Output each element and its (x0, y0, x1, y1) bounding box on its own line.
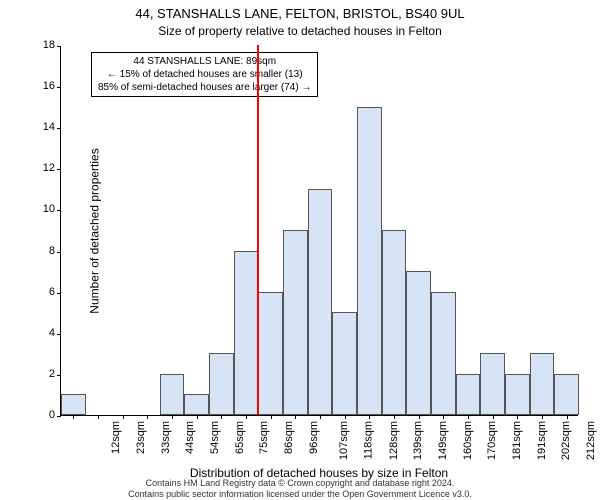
histogram-bar (160, 374, 185, 415)
xtick-mark (98, 415, 99, 419)
xtick-mark (320, 415, 321, 419)
ytick-label: 0 (49, 409, 55, 421)
xtick-label: 12sqm (110, 421, 122, 454)
xtick-mark (147, 415, 148, 419)
xtick-label: 96sqm (308, 421, 320, 454)
xtick-mark (493, 415, 494, 419)
xtick-mark (123, 415, 124, 419)
ytick-mark (57, 128, 61, 129)
xtick-mark (468, 415, 469, 419)
ytick-label: 14 (43, 121, 55, 133)
histogram-bar (505, 374, 530, 415)
xtick-label: 170sqm (486, 421, 498, 460)
xtick-label: 191sqm (536, 421, 548, 460)
histogram-bar (357, 107, 382, 415)
histogram-bar (308, 189, 333, 415)
xtick-label: 212sqm (585, 421, 597, 460)
xtick-mark (73, 415, 74, 419)
xtick-label: 44sqm (184, 421, 196, 454)
xtick-label: 181sqm (511, 421, 523, 460)
histogram-bar (209, 353, 234, 415)
xtick-mark (295, 415, 296, 419)
chart-title-main: 44, STANSHALLS LANE, FELTON, BRISTOL, BS… (0, 6, 600, 21)
xtick-label: 33sqm (160, 421, 172, 454)
chart-title-sub: Size of property relative to detached ho… (0, 24, 600, 38)
histogram-bar (431, 292, 456, 415)
histogram-bar (480, 353, 505, 415)
histogram-bar (61, 394, 86, 415)
xtick-mark (246, 415, 247, 419)
ytick-mark (57, 375, 61, 376)
bars-layer (61, 46, 578, 415)
xtick-mark (271, 415, 272, 419)
ytick-mark (57, 334, 61, 335)
histogram-bar (258, 292, 283, 415)
xtick-mark (542, 415, 543, 419)
ytick-label: 10 (43, 203, 55, 215)
histogram-bar (382, 230, 407, 415)
ytick-mark (57, 169, 61, 170)
xtick-label: 118sqm (362, 421, 374, 459)
histogram-bar (406, 271, 431, 415)
xtick-mark (345, 415, 346, 419)
xtick-mark (567, 415, 568, 419)
histogram-bar (283, 230, 308, 415)
plot-area: 44 STANSHALLS LANE: 89sqm← 15% of detach… (60, 46, 578, 416)
property-marker-line (257, 45, 259, 415)
xtick-mark (172, 415, 173, 419)
ytick-label: 12 (43, 162, 55, 174)
ytick-mark (57, 252, 61, 253)
xtick-mark (394, 415, 395, 419)
xtick-label: 202sqm (560, 421, 572, 460)
ytick-mark (57, 87, 61, 88)
annotation-line: 44 STANSHALLS LANE: 89sqm (98, 55, 311, 68)
histogram-bar (234, 251, 259, 415)
ytick-mark (57, 210, 61, 211)
ytick-label: 6 (49, 286, 55, 298)
histogram-bar (456, 374, 481, 415)
xtick-mark (221, 415, 222, 419)
annotation-line: ← 15% of detached houses are smaller (13… (98, 68, 311, 81)
xtick-label: 107sqm (338, 421, 350, 460)
ytick-label: 16 (43, 80, 55, 92)
annotation-box: 44 STANSHALLS LANE: 89sqm← 15% of detach… (91, 52, 318, 97)
xtick-mark (419, 415, 420, 419)
annotation-line: 85% of semi-detached houses are larger (… (98, 81, 311, 94)
xtick-label: 65sqm (234, 421, 246, 454)
xtick-mark (369, 415, 370, 419)
xtick-label: 149sqm (437, 421, 449, 460)
xtick-mark (197, 415, 198, 419)
xtick-label: 160sqm (462, 421, 474, 460)
histogram-bar (554, 374, 579, 415)
histogram-bar (332, 312, 357, 415)
xtick-label: 86sqm (283, 421, 295, 454)
histogram-bar (184, 394, 209, 415)
xtick-mark (443, 415, 444, 419)
ytick-label: 4 (49, 327, 55, 339)
ytick-mark (57, 416, 61, 417)
footer-attribution: Contains HM Land Registry data © Crown c… (0, 478, 600, 500)
footer-line1: Contains HM Land Registry data © Crown c… (0, 478, 600, 489)
footer-line2: Contains public sector information licen… (0, 489, 600, 500)
xtick-label: 23sqm (135, 421, 147, 454)
xtick-mark (517, 415, 518, 419)
ytick-label: 8 (49, 245, 55, 257)
chart-container: 44, STANSHALLS LANE, FELTON, BRISTOL, BS… (0, 0, 600, 500)
ytick-label: 2 (49, 368, 55, 380)
ytick-label: 18 (43, 39, 55, 51)
ytick-mark (57, 293, 61, 294)
histogram-bar (530, 353, 555, 415)
ytick-mark (57, 46, 61, 47)
xtick-label: 128sqm (388, 421, 400, 460)
xtick-label: 54sqm (209, 421, 221, 454)
xtick-label: 75sqm (258, 421, 270, 454)
xtick-label: 139sqm (412, 421, 424, 460)
